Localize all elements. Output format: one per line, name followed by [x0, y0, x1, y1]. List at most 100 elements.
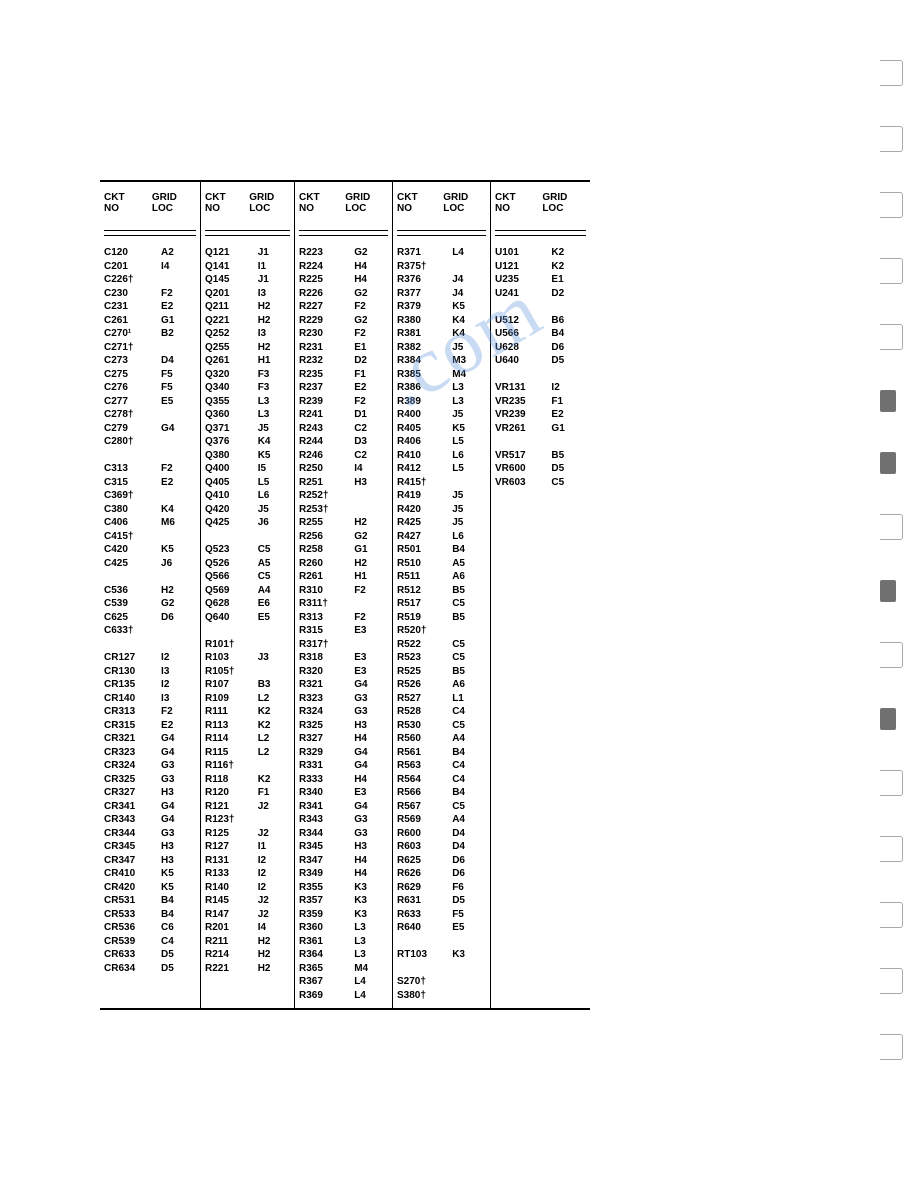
ckt-no: C273: [104, 354, 156, 368]
grid-loc: G2: [354, 287, 388, 301]
ckt-no: R369: [299, 989, 349, 1003]
grid-loc: G4: [161, 422, 196, 436]
grid-loc: H3: [161, 786, 196, 800]
grid-loc: F5: [161, 381, 196, 395]
ckt-no: Q628: [205, 597, 253, 611]
table-row: R425J5: [397, 516, 486, 530]
ckt-no: R232: [299, 354, 349, 368]
table-row: Q526A5: [205, 557, 290, 571]
grid-loc: I2: [551, 381, 586, 395]
grid-loc: J2: [258, 894, 290, 908]
ckt-no: R520†: [397, 624, 447, 638]
grid-loc: E6: [258, 597, 290, 611]
grid-loc: B4: [551, 327, 586, 341]
table-row: R252†: [299, 489, 388, 503]
spacer-row: [495, 300, 586, 314]
grid-loc: [354, 489, 388, 503]
ckt-no: R201: [205, 921, 253, 935]
header-grid: GRID: [345, 192, 388, 203]
ckt-no: Q410: [205, 489, 253, 503]
table-row: C420K5: [104, 543, 196, 557]
table-row: R367L4: [299, 975, 388, 989]
table-row: Q640E5: [205, 611, 290, 625]
table-row: R410L6: [397, 449, 486, 463]
grid-loc: H2: [258, 962, 290, 976]
table-row: R109L2: [205, 692, 290, 706]
table-row: R116†: [205, 759, 290, 773]
ckt-no: CR315: [104, 719, 156, 733]
ckt-no: R321: [299, 678, 349, 692]
table-row: R389L3: [397, 395, 486, 409]
grid-loc: E1: [354, 341, 388, 355]
ckt-no: Q211: [205, 300, 253, 314]
table-row: C273D4: [104, 354, 196, 368]
ckt-no: Q355: [205, 395, 253, 409]
table-row: R361L3: [299, 935, 388, 949]
grid-loc: K2: [551, 260, 586, 274]
table-row: R103J3: [205, 651, 290, 665]
ckt-no: R625: [397, 854, 447, 868]
table-row: R347H4: [299, 854, 388, 868]
table-row: R239F2: [299, 395, 388, 409]
ckt-no: R221: [205, 962, 253, 976]
ckt-no: R325: [299, 719, 349, 733]
ckt-no: R343: [299, 813, 349, 827]
table-row: R221 H2: [205, 962, 290, 976]
grid-loc: C2: [354, 449, 388, 463]
table-row: R224H4: [299, 260, 388, 274]
ckt-no: R313: [299, 611, 349, 625]
ckt-no: C369†: [104, 489, 156, 503]
table-row: R105†: [205, 665, 290, 679]
ckt-no: CR327: [104, 786, 156, 800]
ckt-no: C625: [104, 611, 156, 625]
grid-loc: J1: [258, 246, 290, 260]
grid-loc: E5: [452, 921, 486, 935]
grid-loc: H3: [161, 840, 196, 854]
ckt-no: C280†: [104, 435, 156, 449]
ckt-no: U512: [495, 314, 546, 328]
table-row: C231E2: [104, 300, 196, 314]
header-ckt: CKT: [397, 192, 440, 203]
ckt-no: Q360: [205, 408, 253, 422]
ckt-no: R530: [397, 719, 447, 733]
grid-loc: I4: [161, 260, 196, 274]
table-row: R567C5: [397, 800, 486, 814]
ckt-no: R120: [205, 786, 253, 800]
grid-loc: I4: [354, 462, 388, 476]
table-row: R384M3: [397, 354, 486, 368]
ckt-no: R517: [397, 597, 447, 611]
table-row: VR261G1: [495, 422, 586, 436]
table-row: R145J2: [205, 894, 290, 908]
ckt-no: Q376: [205, 435, 253, 449]
table-row: R519B5: [397, 611, 486, 625]
grid-loc: L3: [354, 921, 388, 935]
grid-loc: C5: [258, 543, 290, 557]
grid-loc: G4: [161, 800, 196, 814]
grid-loc: H4: [354, 260, 388, 274]
grid-loc: G3: [354, 692, 388, 706]
header-no: NO: [397, 203, 440, 214]
ckt-no: R230: [299, 327, 349, 341]
table-row: R315E3: [299, 624, 388, 638]
grid-loc: D6: [551, 341, 586, 355]
grid-loc: L6: [452, 449, 486, 463]
table-row: R560A4: [397, 732, 486, 746]
table-row: R115L2: [205, 746, 290, 760]
grid-loc: L6: [452, 530, 486, 544]
table-row: Q201I3: [205, 287, 290, 301]
grid-loc: A5: [258, 557, 290, 571]
table-row: R563C4: [397, 759, 486, 773]
ckt-no: VR235: [495, 395, 546, 409]
grid-loc: F1: [354, 368, 388, 382]
ckt-no: U121: [495, 260, 546, 274]
ckt-no: Q400: [205, 462, 253, 476]
ckt-no: CR539: [104, 935, 156, 949]
table-row: R231E1: [299, 341, 388, 355]
grid-loc: J5: [258, 422, 290, 436]
ckt-no: R318: [299, 651, 349, 665]
grid-loc: J4: [452, 273, 486, 287]
grid-loc: K5: [452, 422, 486, 436]
table-row: C278†: [104, 408, 196, 422]
grid-loc: L3: [452, 395, 486, 409]
ckt-no: R526: [397, 678, 447, 692]
